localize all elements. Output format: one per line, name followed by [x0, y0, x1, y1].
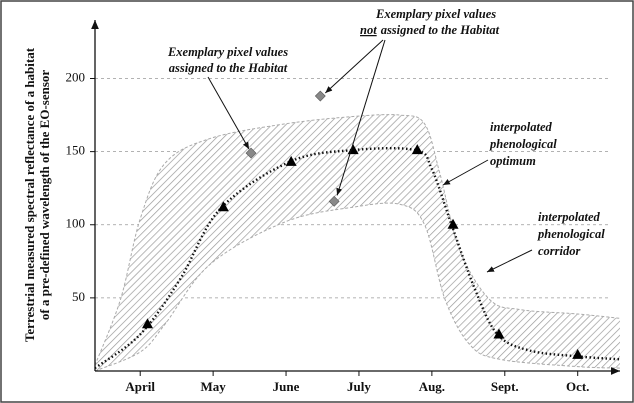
diamond-point	[245, 147, 257, 159]
corridor-area	[95, 114, 620, 371]
triangle-point	[447, 218, 459, 229]
annotation-line: optimum	[490, 154, 536, 168]
x-tick-label: June	[273, 379, 300, 394]
y-tick-label: 150	[66, 143, 86, 158]
annotation-line: assigned to the Habitat	[381, 23, 500, 37]
x-tick-label: Aug.	[419, 379, 445, 394]
annotation-line: phenological	[537, 227, 605, 241]
annotation-arrow	[207, 76, 250, 150]
annotation-line: not	[360, 23, 377, 37]
triangle-point	[142, 318, 153, 329]
annotation-line: corridor	[538, 244, 581, 258]
triangle-point	[493, 328, 505, 339]
annotation-line: Exemplary pixel values	[375, 7, 496, 21]
y-axis-label: of a pre-defined wavelength of the EO-se…	[37, 70, 52, 321]
annotation-line: Exemplary pixel values	[167, 45, 288, 59]
diamond-point	[314, 90, 326, 102]
diamond-point	[328, 195, 340, 207]
y-tick-label: 50	[72, 289, 85, 304]
annotation-line: phenological	[489, 137, 557, 151]
annotation: Exemplary pixel values assigned to the Ha…	[167, 45, 288, 75]
corridor-upper	[94, 114, 621, 366]
optimum-line	[94, 147, 621, 370]
annotation-arrow	[336, 39, 386, 196]
annotation-line: interpolated	[538, 210, 601, 224]
annotation: interpolated phenological optimum	[489, 120, 557, 168]
corridor-lower	[94, 202, 621, 372]
x-tick-label: April	[125, 379, 155, 394]
triangle-point	[572, 348, 584, 359]
y-axis-label: Terrestrial measured spectral reflectanc…	[22, 47, 37, 342]
x-tick-label: Sept.	[491, 379, 519, 394]
annotation-line: interpolated	[490, 120, 553, 134]
annotation: Exemplary pixel values not assigned to the…	[360, 7, 500, 37]
annotation: interpolated phenological corridor	[537, 210, 605, 258]
x-tick-label: Oct.	[566, 379, 589, 394]
y-tick-label: 200	[66, 69, 86, 84]
triangle-point	[217, 201, 229, 212]
annotation-line: assigned to the Habitat	[169, 61, 288, 75]
triangle-point	[411, 144, 423, 155]
annotation-arrow	[486, 249, 533, 273]
triangle-point	[285, 155, 297, 166]
y-tick-label: 100	[66, 216, 86, 231]
x-tick-label: May	[200, 379, 226, 394]
x-tick-label: July	[347, 379, 371, 394]
annotation-arrow	[324, 39, 384, 94]
annotation-arrow	[442, 159, 489, 186]
